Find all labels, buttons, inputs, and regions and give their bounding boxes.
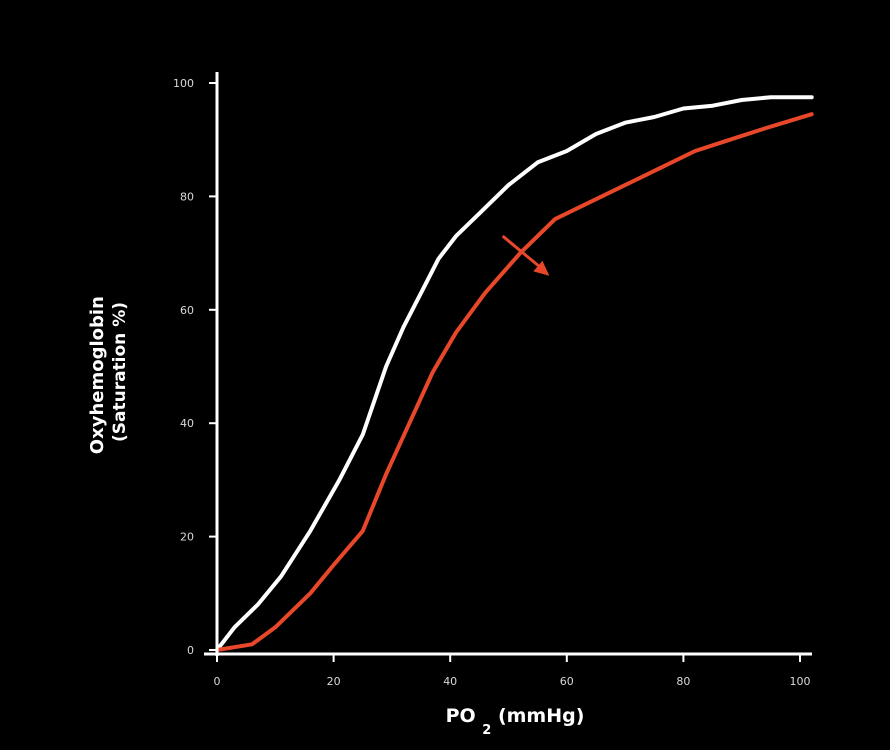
series-layer — [215, 95, 814, 652]
y-tick-label: 20 — [180, 531, 194, 544]
y-tick-label: 80 — [180, 190, 194, 203]
y-tick-label: 0 — [187, 644, 194, 657]
x-axis-title-main: PO — [446, 705, 476, 727]
x-tick-label: 20 — [327, 675, 341, 688]
y-tick-label: 40 — [180, 417, 194, 430]
x-tick-label: 80 — [676, 675, 690, 688]
x-tick-label: 60 — [560, 675, 574, 688]
x-tick-label: 40 — [443, 675, 457, 688]
tick-layer: 0 20 40 60 80 100 0 20 40 60 80 100 — [173, 77, 811, 688]
y-axis-title-line1: Oxyhemoglobin — [87, 296, 108, 454]
y-tick-label: 60 — [180, 304, 194, 317]
x-axis-title-subscript: 2 — [482, 723, 491, 738]
arrow-shaft — [501, 234, 545, 271]
y-tick-label: 100 — [173, 77, 194, 90]
x-axis-title-unit: (mmHg) — [498, 705, 584, 727]
y-axis-title-line2: (Saturation %) — [110, 302, 130, 442]
series-line-1 — [215, 95, 814, 652]
annotation-layer — [501, 234, 550, 276]
x-tick-label: 0 — [214, 675, 221, 688]
series-line-2 — [215, 112, 814, 652]
axes — [204, 72, 812, 656]
x-tick-label: 100 — [790, 675, 811, 688]
y-axis-title: Oxyhemoglobin (Saturation %) — [87, 290, 130, 454]
x-axis-title: PO 2 (mmHg) — [446, 705, 585, 739]
arrow-head — [533, 260, 550, 276]
